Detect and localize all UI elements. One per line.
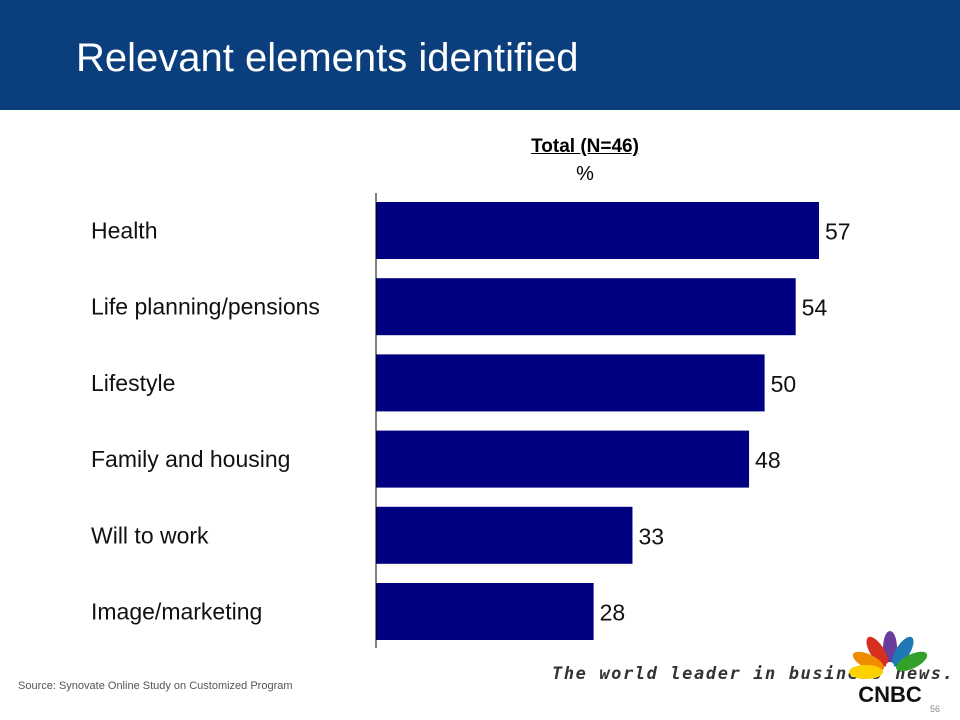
bar-4: [376, 430, 750, 488]
column-header: Total (N=46): [531, 136, 639, 157]
value-label-3: 50: [771, 371, 797, 397]
category-label-3: Lifestyle: [91, 370, 175, 396]
value-label-2: 54: [802, 295, 828, 321]
bar-6: [376, 583, 594, 640]
bar-1: [376, 202, 819, 259]
value-label-1: 57: [825, 219, 851, 245]
category-label-5: Will to work: [91, 522, 209, 548]
category-label-4: Family and housing: [91, 446, 290, 472]
bars-group: Health 57 Life planning/pensions 54 Lifestyl…: [91, 202, 851, 640]
cnbc-logo: CNBC: [849, 631, 928, 707]
page-number: 56: [930, 704, 941, 714]
category-label-2: Life planning/pensions: [91, 294, 320, 320]
source-note: Source: Synovate Online Study on Customi…: [18, 680, 293, 692]
bar-3: [376, 354, 765, 412]
title-banner: Relevant elements identified: [0, 0, 960, 110]
peacock-feathers-icon: [849, 631, 928, 679]
category-label-1: Health: [91, 218, 157, 244]
value-label-6: 28: [600, 600, 626, 626]
value-label-4: 48: [755, 447, 781, 473]
unit-label: %: [576, 163, 594, 185]
value-label-5: 33: [638, 523, 664, 549]
bar-chart: Health 57 Life planning/pensions 54 Lifestyl…: [91, 193, 851, 648]
bar-5: [376, 506, 633, 564]
bar-2: [376, 278, 796, 336]
category-label-6: Image/marketing: [91, 599, 262, 625]
page-title: Relevant elements identified: [76, 36, 579, 80]
logo-wordmark: CNBC: [858, 682, 922, 707]
